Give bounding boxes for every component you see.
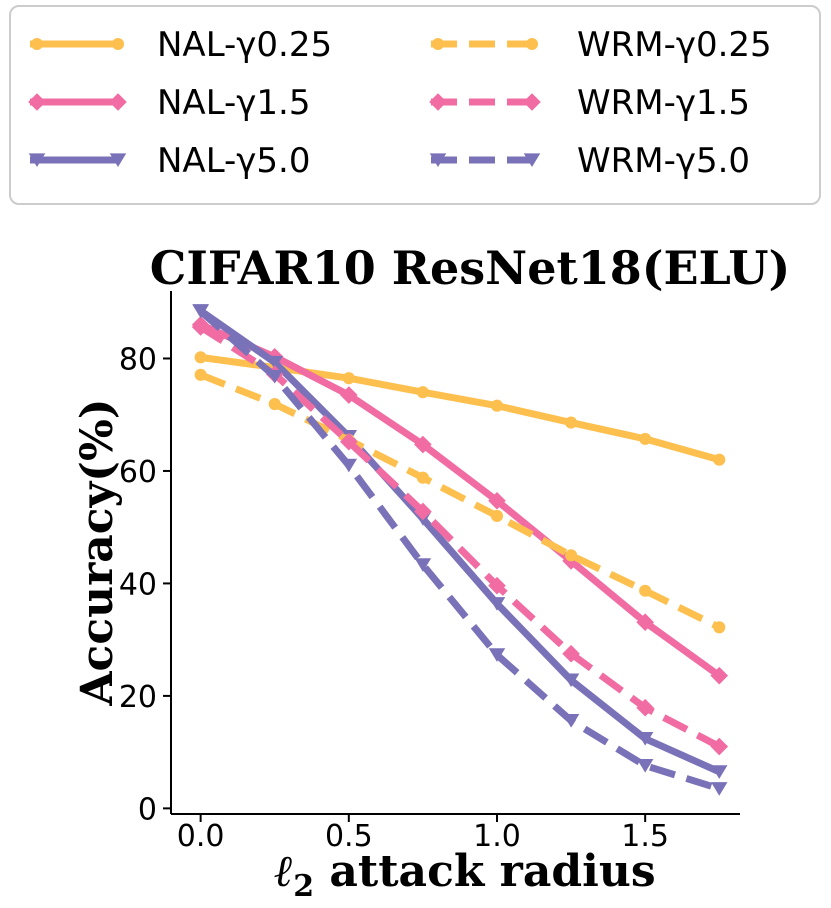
x-axis-label-text: attack radius xyxy=(314,846,656,897)
legend-label: NAL-γ0.25 xyxy=(157,25,332,65)
legend-item: WRM-γ5.0 xyxy=(429,141,750,181)
plot-area: 0.0 0.5 1.0 1.5 0 20 40 60 80 xyxy=(119,291,740,854)
y-axis-label: Accuracy(%) xyxy=(72,398,123,706)
legend-marker-start xyxy=(28,93,46,111)
x-tick-label: 1.0 xyxy=(473,819,521,854)
data-point xyxy=(565,416,578,429)
data-point xyxy=(488,597,506,611)
data-point xyxy=(490,509,504,522)
legend-marker-end xyxy=(111,37,125,51)
data-point xyxy=(191,318,210,336)
y-tick-label: 80 xyxy=(119,342,157,377)
data-point xyxy=(488,491,506,510)
series-WRM-γ1.5 xyxy=(191,318,729,756)
data-point xyxy=(488,576,506,595)
data-point xyxy=(562,673,580,688)
y-tick-label: 20 xyxy=(119,680,157,715)
legend-marker-start xyxy=(429,153,447,168)
data-point xyxy=(711,782,728,796)
series-line xyxy=(198,308,721,793)
legend-marker-start xyxy=(28,153,46,168)
data-point xyxy=(488,648,506,662)
series-WRM-γ0.25 xyxy=(194,368,726,634)
legend-item: NAL-γ0.25 xyxy=(30,25,332,65)
data-point xyxy=(562,644,580,663)
data-point xyxy=(192,304,209,319)
legend-marker-end xyxy=(523,153,541,168)
data-point xyxy=(710,737,729,756)
data-point xyxy=(266,355,283,370)
data-point xyxy=(636,732,654,746)
legend-marker-end xyxy=(525,37,539,51)
x-tick-label: 0.5 xyxy=(325,819,373,854)
legend-label: WRM-γ1.5 xyxy=(577,83,750,123)
legend-item: NAL-γ5.0 xyxy=(28,141,311,181)
legend-marker-end xyxy=(109,93,127,111)
data-point xyxy=(562,714,580,728)
series-line xyxy=(198,324,721,750)
data-point xyxy=(416,386,429,399)
legend-frame xyxy=(9,5,821,205)
legend-label: NAL-γ1.5 xyxy=(157,83,311,123)
data-point xyxy=(268,397,281,411)
data-point xyxy=(565,549,578,562)
series-line xyxy=(199,321,722,679)
x-axis-label-subscript: 2 xyxy=(293,869,314,904)
data-point xyxy=(414,502,432,521)
y-tick-label: 60 xyxy=(119,455,157,490)
series-line xyxy=(200,353,721,464)
data-point xyxy=(194,368,207,381)
data-point xyxy=(414,558,432,572)
data-point xyxy=(710,666,729,685)
data-point xyxy=(340,386,358,404)
data-point xyxy=(340,432,358,451)
series-line xyxy=(198,307,721,776)
data-point xyxy=(713,453,726,466)
data-point xyxy=(713,621,726,634)
x-axis-label-symbol: ℓ xyxy=(274,846,293,897)
legend-marker-start xyxy=(30,37,44,51)
data-point xyxy=(342,372,355,385)
chart-title: CIFAR10 ResNet18(ELU) xyxy=(150,241,791,295)
data-point xyxy=(711,765,728,779)
legend: NAL-γ0.25 NAL-γ1.5 NAL-γ5.0 WRM-γ0.25 WRM-γ1… xyxy=(9,5,821,205)
legend-label: WRM-γ5.0 xyxy=(577,141,750,181)
data-point xyxy=(636,613,654,632)
legend-label: WRM-γ0.25 xyxy=(577,25,772,65)
legend-label: NAL-γ5.0 xyxy=(157,141,311,181)
legend-marker-end xyxy=(523,93,541,111)
data-point xyxy=(416,471,429,484)
y-tick-label: 0 xyxy=(138,792,157,827)
data-point xyxy=(340,458,358,473)
y-tick-label: 40 xyxy=(119,567,157,602)
legend-marker-start xyxy=(429,93,447,111)
series-line xyxy=(199,371,721,631)
data-point xyxy=(636,759,654,773)
x-tick-label: 0.0 xyxy=(177,819,225,854)
series-WRM-γ5.0 xyxy=(192,304,728,796)
legend-item: NAL-γ1.5 xyxy=(28,83,311,123)
data-point xyxy=(636,698,654,717)
data-point xyxy=(639,584,652,597)
data-point xyxy=(490,399,504,412)
data-point xyxy=(194,351,207,364)
legend-item: WRM-γ0.25 xyxy=(431,25,772,65)
x-tick-label: 1.5 xyxy=(621,819,669,854)
legend-item: WRM-γ1.5 xyxy=(429,83,750,123)
x-axis-label: ℓ2 attack radius xyxy=(274,846,655,904)
data-point xyxy=(266,369,283,384)
legend-marker-start xyxy=(431,37,445,51)
legend-marker-end xyxy=(109,153,127,168)
data-point xyxy=(639,432,652,445)
data-point xyxy=(414,435,432,454)
